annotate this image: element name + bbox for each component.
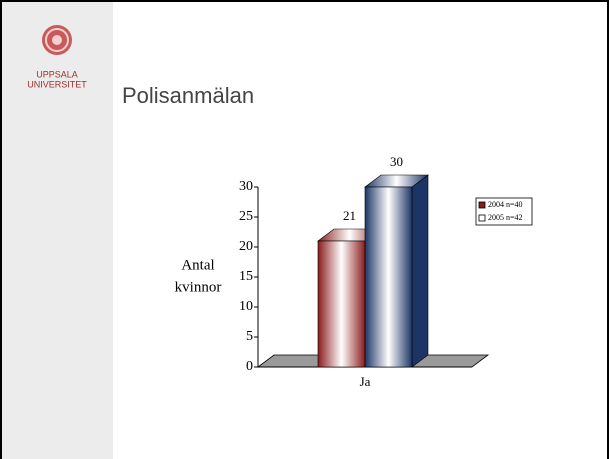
bar bbox=[317, 240, 366, 368]
logo-ring bbox=[45, 28, 69, 52]
y-tick-label: 0 bbox=[246, 359, 253, 374]
y-axis-label: Antal bbox=[181, 257, 214, 273]
y-tick-label: 10 bbox=[239, 299, 253, 314]
logo-text: UPPSALA bbox=[36, 69, 78, 79]
y-tick-label: 25 bbox=[239, 209, 253, 224]
bar bbox=[364, 186, 413, 368]
legend-swatch bbox=[478, 201, 486, 209]
y-tick-label: 15 bbox=[239, 269, 253, 284]
data-label: 30 bbox=[390, 154, 403, 169]
slide-title: Polisanmälan bbox=[122, 83, 254, 108]
y-tick-label: 5 bbox=[246, 329, 253, 344]
legend-swatch bbox=[478, 214, 486, 222]
sidebar bbox=[2, 2, 113, 459]
legend-label: 2005 n=42 bbox=[488, 213, 523, 222]
data-label: 21 bbox=[343, 208, 356, 223]
y-tick-label: 30 bbox=[239, 179, 253, 194]
y-tick-label: 20 bbox=[239, 239, 253, 254]
x-tick-label: Ja bbox=[360, 374, 371, 389]
logo-center bbox=[52, 35, 62, 45]
legend-label: 2004 n=40 bbox=[488, 200, 523, 209]
bar-side bbox=[411, 174, 429, 368]
logo bbox=[42, 25, 72, 55]
y-axis-label: kvinnor bbox=[175, 279, 222, 295]
logo-text: UNIVERSITET bbox=[27, 79, 87, 89]
